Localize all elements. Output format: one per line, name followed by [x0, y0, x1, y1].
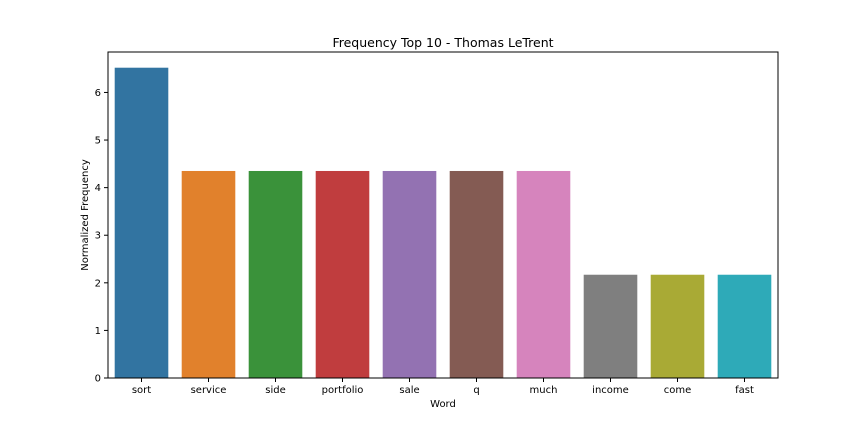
y-tick-label: 5 — [95, 136, 101, 147]
x-tick-label: come — [664, 385, 692, 396]
y-tick-label: 6 — [95, 88, 101, 99]
bar-sale — [382, 170, 437, 378]
bar-service — [181, 170, 236, 378]
x-tick-label: sale — [399, 385, 419, 396]
chart-title: Frequency Top 10 - Thomas LeTrent — [332, 35, 553, 50]
x-tick-label: portfolio — [322, 385, 364, 396]
y-tick-label: 0 — [95, 374, 101, 385]
x-tick-label: income — [592, 385, 629, 396]
bar-portfolio — [315, 170, 370, 378]
x-tick-label: sort — [132, 385, 151, 396]
bar-much — [516, 170, 571, 378]
y-tick-label: 1 — [95, 326, 101, 337]
x-tick-label: service — [191, 385, 227, 396]
bar-sort — [114, 67, 169, 378]
x-tick-label: q — [473, 385, 479, 396]
x-tick-label: fast — [735, 385, 754, 396]
plot-frame — [107, 51, 779, 379]
x-tick-label: much — [530, 385, 558, 396]
x-axis: sort service side portfolio sale q much income c… — [132, 378, 754, 396]
bar-fast — [717, 274, 772, 378]
y-tick-label: 2 — [95, 278, 101, 289]
bar-come — [650, 274, 705, 378]
bar-income — [583, 274, 638, 378]
x-axis-label: Word — [430, 399, 456, 410]
y-tick-label: 3 — [95, 231, 101, 242]
bar-q — [449, 170, 504, 378]
x-tick-label: side — [265, 385, 286, 396]
y-axis-label: Normalized Frequency — [80, 159, 91, 271]
y-axis: 0 1 2 3 4 5 6 — [95, 88, 108, 385]
y-tick-label: 4 — [95, 183, 101, 194]
bar-side — [248, 170, 303, 378]
bars-group — [114, 67, 772, 378]
